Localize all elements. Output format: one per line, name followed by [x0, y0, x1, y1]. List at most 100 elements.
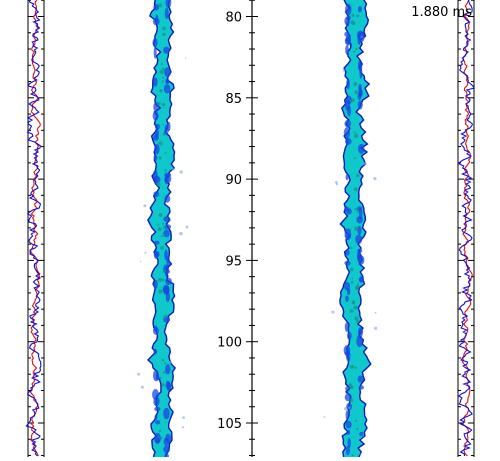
- droplet: [137, 372, 141, 376]
- density-patch: [345, 249, 350, 256]
- density-patch: [357, 225, 362, 235]
- density-patch: [345, 44, 349, 55]
- core-speck: [157, 101, 161, 106]
- density-patch: [153, 191, 160, 198]
- droplet: [373, 177, 377, 181]
- density-patch: [163, 216, 171, 223]
- droplet: [374, 311, 377, 314]
- density-patch: [154, 406, 161, 412]
- core-speck: [353, 187, 358, 192]
- density-patch: [344, 322, 349, 332]
- core-speck: [164, 362, 167, 365]
- density-patch: [344, 228, 352, 241]
- core-speck: [161, 358, 165, 362]
- density-patch: [166, 255, 170, 267]
- density-patch: [167, 121, 171, 132]
- density-patch: [153, 154, 158, 161]
- left-profile-panel: [25, 0, 45, 457]
- droplet: [363, 162, 367, 166]
- droplet: [342, 68, 346, 72]
- density-patch: [345, 174, 349, 181]
- core-speck: [355, 419, 358, 422]
- density-patch: [344, 16, 350, 26]
- droplet: [360, 35, 363, 39]
- density-patch: [358, 328, 364, 335]
- density-patch: [162, 284, 170, 295]
- density-patch: [357, 375, 364, 383]
- density-patch: [345, 138, 349, 145]
- core-speck: [160, 62, 164, 66]
- density-patch: [155, 374, 160, 381]
- density-patch: [344, 119, 351, 128]
- density-patch: [346, 78, 350, 90]
- core-speck: [163, 269, 167, 273]
- density-patch: [344, 260, 351, 266]
- density-patch: [155, 128, 159, 137]
- core-speck: [158, 3, 163, 8]
- droplet: [181, 426, 185, 429]
- density-patch: [345, 445, 350, 456]
- position-axis: 80 85 90 95 100 105: [217, 0, 258, 457]
- density-patch: [357, 100, 363, 110]
- core-speck: [351, 13, 355, 17]
- droplet: [323, 416, 326, 418]
- core-speck: [357, 283, 359, 285]
- droplet: [179, 231, 183, 236]
- core-speck: [353, 157, 356, 160]
- core-speck: [164, 385, 167, 387]
- droplet: [359, 453, 361, 455]
- core-speck: [159, 436, 163, 440]
- droplet: [344, 407, 348, 411]
- core-speck: [354, 366, 357, 369]
- core-speck: [158, 213, 163, 217]
- core-speck: [156, 182, 161, 187]
- density-patch: [358, 208, 363, 220]
- density-patch: [347, 331, 352, 340]
- core-speck: [352, 300, 356, 304]
- density-patch: [357, 255, 361, 262]
- core-speck: [351, 277, 354, 280]
- density-patch: [357, 60, 362, 71]
- density-patch: [357, 34, 361, 45]
- density-patch: [154, 176, 161, 184]
- core-speck: [160, 246, 164, 250]
- density-patch: [359, 431, 364, 437]
- density-patch: [344, 37, 351, 45]
- density-patch: [163, 46, 170, 54]
- density-patch: [164, 265, 169, 278]
- droplet: [182, 416, 185, 419]
- core-speck: [162, 222, 165, 225]
- density-patch: [165, 433, 172, 443]
- core-speck: [354, 90, 359, 95]
- density-patch: [358, 276, 364, 283]
- core-speck: [162, 76, 165, 79]
- density-patch: [358, 143, 365, 154]
- density-patch: [164, 174, 169, 185]
- density-patch: [164, 67, 172, 78]
- core-speck: [163, 199, 166, 201]
- droplet: [144, 251, 147, 254]
- core-speck: [157, 223, 160, 226]
- droplet: [185, 225, 189, 229]
- core-speck: [157, 227, 162, 232]
- core-speck: [164, 152, 167, 155]
- density-patch: [166, 381, 171, 391]
- droplet: [143, 204, 147, 208]
- profile-trace-blue: [457, 0, 476, 457]
- tick-label: 90: [225, 173, 242, 188]
- density-patch: [153, 47, 157, 59]
- density-patch: [165, 277, 172, 285]
- core-speck: [350, 228, 352, 230]
- density-patch: [154, 432, 161, 444]
- density-patch: [164, 194, 171, 203]
- core-speck: [348, 383, 353, 388]
- density-patch: [153, 279, 158, 289]
- tick-label: 105: [217, 417, 242, 432]
- density-patch: [153, 348, 158, 355]
- core-speck: [354, 226, 358, 230]
- core-speck: [353, 131, 356, 134]
- density-patch: [155, 14, 159, 22]
- tick-label: 85: [225, 92, 242, 107]
- core-speck: [352, 21, 356, 26]
